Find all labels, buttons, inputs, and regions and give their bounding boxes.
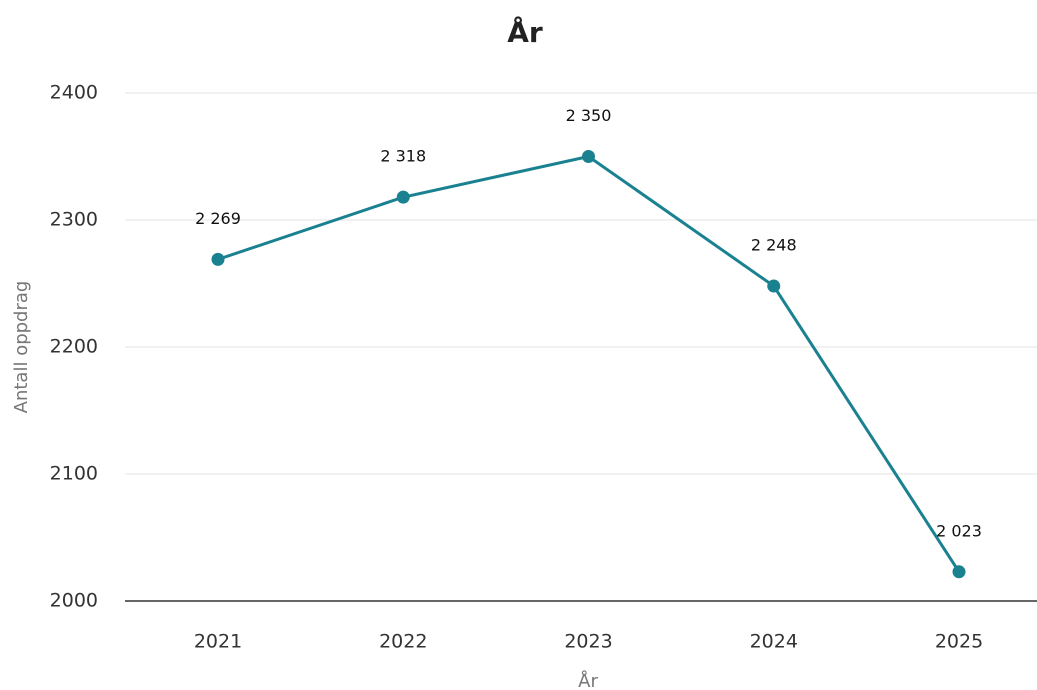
y-tick-label: 2000 <box>50 590 98 612</box>
data-label: 2 023 <box>936 521 982 540</box>
y-tick-label: 2200 <box>50 336 98 358</box>
y-tick-label: 2400 <box>50 82 98 104</box>
chart-title: År <box>507 15 543 49</box>
data-label: 2 248 <box>751 236 797 255</box>
point <box>211 252 225 266</box>
data-label: 2 350 <box>566 106 612 125</box>
x-tick-label: 2025 <box>935 631 983 653</box>
x-tick-label: 2022 <box>379 631 427 653</box>
y-axis-title: Antall oppdrag <box>11 281 32 414</box>
data-label: 2 318 <box>380 147 426 166</box>
y-tick-label: 2100 <box>50 463 98 485</box>
point <box>767 279 781 293</box>
x-tick-label: 2021 <box>194 631 242 653</box>
point <box>582 150 595 163</box>
line <box>217 154 961 573</box>
data-label: 2 269 <box>195 209 241 228</box>
x-tick-label: 2024 <box>750 631 798 653</box>
point <box>396 190 410 204</box>
point <box>952 565 966 579</box>
y-tick-label: 2300 <box>50 209 98 231</box>
x-tick-label: 2023 <box>564 631 612 653</box>
x-axis-title: År <box>578 670 598 690</box>
